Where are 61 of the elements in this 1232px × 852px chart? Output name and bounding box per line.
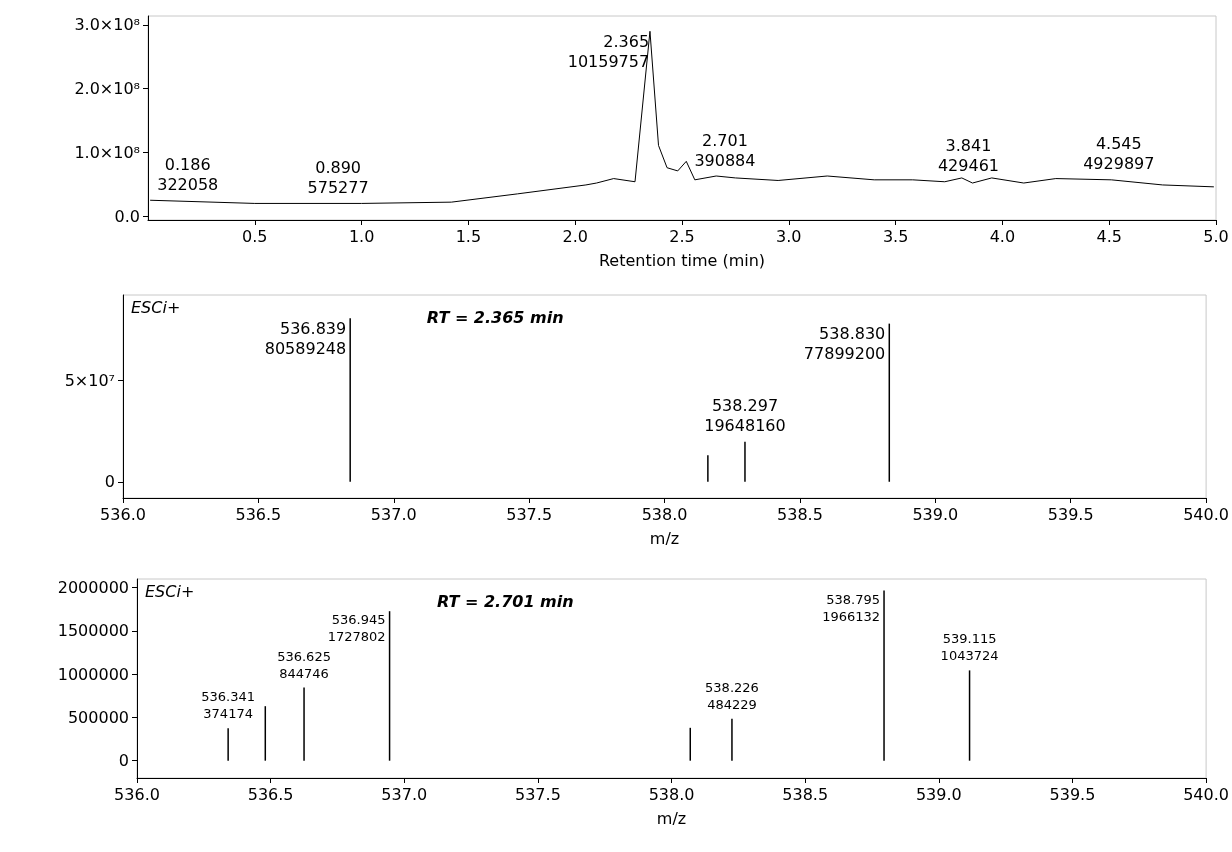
annotation: RT = 2.701 min — [436, 591, 574, 611]
x-tick-label: 539.0 — [912, 504, 959, 524]
x-tick-label: 539.5 — [1047, 504, 1094, 524]
annotation: 536.945 1727802 — [327, 612, 386, 645]
x-tick-label: 2.5 — [669, 226, 695, 246]
x-tick-label: 538.0 — [648, 784, 695, 804]
y-tick-label: 0 — [118, 751, 129, 771]
annotation: 538.226 484229 — [705, 679, 759, 712]
x-axis-title: Retention time (min) — [598, 250, 766, 270]
y-tick-label: 2.0×10⁸ — [74, 79, 140, 99]
x-tick-label: 1.5 — [455, 226, 482, 246]
x-tick-label: 0.5 — [242, 226, 268, 246]
y-tick-label: 500000 — [67, 707, 129, 727]
x-tick-label: 4.0 — [989, 226, 1016, 246]
y-tick-label: 1.0×10⁸ — [74, 142, 140, 162]
annotation: 539.115 1043724 — [940, 631, 999, 664]
x-tick-label: 540.0 — [1183, 504, 1229, 524]
annotation: 0.890 575277 — [307, 157, 369, 197]
annotation: ESCi+ — [145, 581, 195, 601]
x-tick-label: 1.0 — [348, 226, 375, 246]
annotation: RT = 2.365 min — [426, 307, 564, 327]
x-tick-label: 5.0 — [1203, 226, 1229, 246]
x-tick-label: 539.5 — [1049, 784, 1096, 804]
x-tick-label: 537.5 — [506, 504, 553, 524]
y-tick-label: 1500000 — [57, 621, 129, 641]
annotation: 538.795 1966132 — [822, 591, 881, 624]
x-axis-title: m/z — [649, 528, 680, 548]
annotation: 536.839 80589248 — [264, 318, 347, 358]
annotation: 3.841 429461 — [937, 136, 999, 176]
y-tick-label: 1000000 — [57, 664, 129, 684]
x-tick-label: 536.0 — [114, 784, 160, 804]
annotation: ESCi+ — [131, 297, 181, 317]
annotation: 538.830 77899200 — [803, 324, 886, 364]
annotation: 2.365 10159757 — [567, 31, 650, 71]
y-tick-label: 0.0 — [114, 206, 140, 226]
x-tick-label: 538.5 — [782, 784, 829, 804]
y-tick-label: 3.0×10⁸ — [74, 15, 140, 35]
annotation: 4.545 4929897 — [1083, 134, 1155, 174]
annotation: 536.341 374174 — [201, 689, 256, 722]
y-tick-label: 5×10⁷ — [64, 370, 115, 390]
y-tick-label: 0 — [104, 472, 115, 492]
annotation: 536.625 844746 — [277, 648, 331, 681]
x-tick-label: 536.5 — [247, 784, 294, 804]
x-tick-label: 3.5 — [882, 226, 909, 246]
x-tick-label: 2.0 — [562, 226, 588, 246]
x-tick-label: 536.5 — [235, 504, 282, 524]
annotation: 0.186 322058 — [157, 154, 219, 194]
x-tick-label: 3.0 — [776, 226, 802, 246]
x-tick-label: 539.0 — [915, 784, 962, 804]
x-tick-label: 537.5 — [515, 784, 561, 804]
x-tick-label: 536.0 — [100, 504, 146, 524]
annotation: 2.701 390884 — [694, 131, 756, 171]
x-tick-label: 540.0 — [1183, 784, 1229, 804]
x-tick-label: 4.5 — [1096, 226, 1122, 246]
x-tick-label: 537.0 — [370, 504, 417, 524]
x-tick-label: 538.5 — [777, 504, 823, 524]
x-tick-label: 537.0 — [381, 784, 428, 804]
x-axis-title: m/z — [656, 808, 687, 828]
y-tick-label: 2000000 — [57, 578, 129, 598]
x-tick-label: 538.0 — [641, 504, 688, 524]
annotation: 538.297 19648160 — [704, 396, 786, 436]
